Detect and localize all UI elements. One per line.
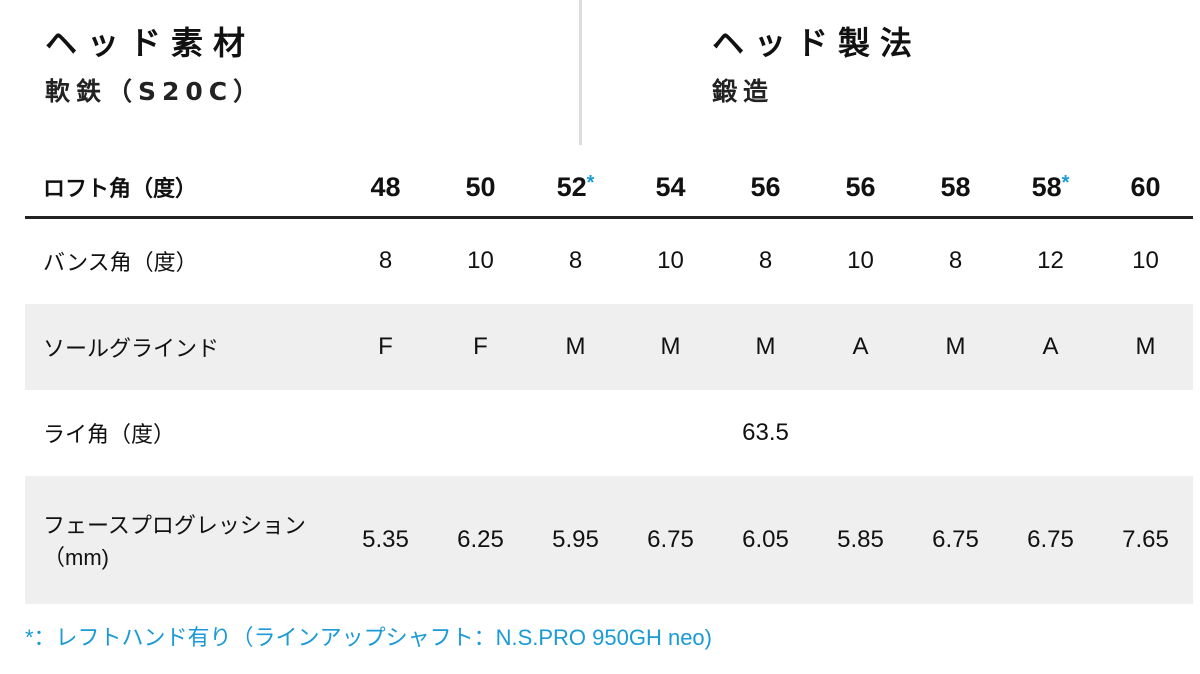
spec-value: 鍛造 <box>712 77 775 106</box>
loft-cell: 56 <box>718 158 813 219</box>
value-cell: 5.95 <box>552 525 599 553</box>
lie-value: 63.5 <box>742 418 789 446</box>
value-cell: 8 <box>948 247 963 275</box>
value-cell: 10 <box>847 247 874 275</box>
table-row-lie: ライ角（度） 63.5 <box>25 390 1193 476</box>
value-cell: A <box>1042 332 1059 360</box>
row-label: ソールグラインド <box>43 335 220 361</box>
value-cell: 10 <box>467 247 494 275</box>
value-cell: 6.75 <box>932 525 979 553</box>
value-cell: 8 <box>758 247 773 275</box>
table-row-sole-grind: ソールグラインド F F M M M A M A M <box>25 303 1193 390</box>
spec-heading: ヘッド製法 <box>712 24 923 62</box>
divider <box>579 0 582 145</box>
loft-cell: 60 <box>1098 158 1193 219</box>
value-cell: 12 <box>1037 247 1064 275</box>
value-cell: F <box>473 332 488 360</box>
value-cell: F <box>378 332 393 360</box>
value-cell: 7.65 <box>1122 525 1169 553</box>
spec-table: ロフト角（度） 48 50 52* 54 56 56 58 58* 60 バンス… <box>25 158 1193 604</box>
value-cell: M <box>1135 332 1156 360</box>
value-cell: 6.25 <box>457 525 504 553</box>
table-header-row: ロフト角（度） 48 50 52* 54 56 56 58 58* 60 <box>25 158 1193 219</box>
loft-cell: 58* <box>1003 158 1098 219</box>
table-row-face-progression: フェースプログレッション（mm) 5.35 6.25 5.95 6.75 6.05 5.85… <box>25 475 1193 604</box>
value-cell: 6.75 <box>1027 525 1074 553</box>
spec-value: 軟鉄（S20C） <box>45 77 265 106</box>
value-cell: 8 <box>378 247 393 275</box>
row-label: フェースプログレッション（mm) <box>43 512 306 570</box>
table-row-bounce: バンス角（度） 8 10 8 10 8 10 8 12 10 <box>25 218 1193 304</box>
loft-cell: 56 <box>813 158 908 219</box>
loft-cell: 54 <box>623 158 718 219</box>
value-cell: M <box>755 332 776 360</box>
spec-heading: ヘッド素材 <box>45 24 256 62</box>
value-cell: M <box>945 332 966 360</box>
loft-cell: 48 <box>338 158 433 219</box>
value-cell: M <box>660 332 681 360</box>
loft-cell: 58 <box>908 158 1003 219</box>
footnote: *：レフトハンド有り（ラインアップシャフト：N.S.PRO 950GH neo) <box>25 625 712 650</box>
value-cell: M <box>565 332 586 360</box>
value-cell: 5.35 <box>362 525 409 553</box>
value-cell: 6.05 <box>742 525 789 553</box>
value-cell: 5.85 <box>837 525 884 553</box>
header-label: ロフト角（度） <box>25 158 338 219</box>
value-cell: 6.75 <box>647 525 694 553</box>
value-cell: A <box>852 332 869 360</box>
row-label: バンス角（度） <box>43 250 198 276</box>
row-label: ライ角（度） <box>43 421 176 447</box>
value-cell: 10 <box>657 247 684 275</box>
loft-cell: 50 <box>433 158 528 219</box>
loft-cell: 52* <box>528 158 623 219</box>
value-cell: 8 <box>568 247 583 275</box>
value-cell: 10 <box>1132 247 1159 275</box>
